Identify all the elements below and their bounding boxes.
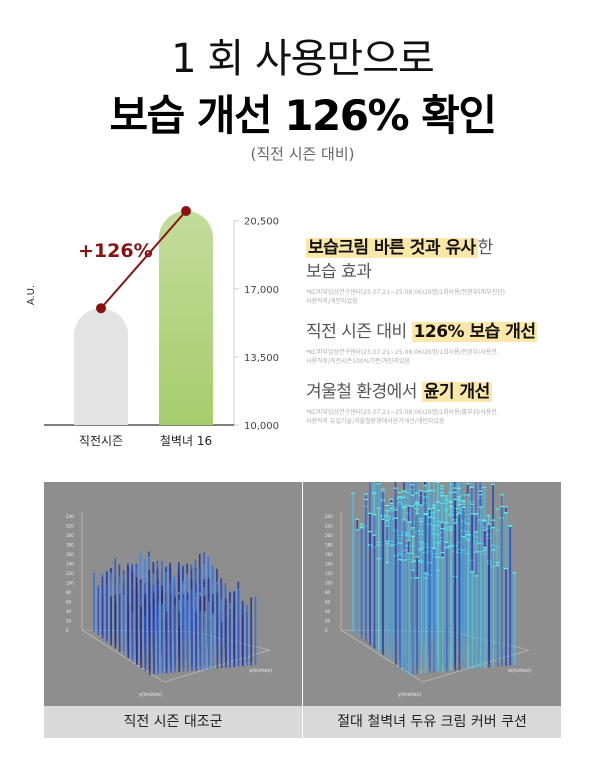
headline-subtitle: (직전 시즌 대비): [250, 145, 355, 163]
z-tick-2: 40: [325, 609, 331, 614]
z-tick-5: 100: [66, 581, 74, 586]
z-tick-8: 160: [66, 552, 74, 557]
surface-plot-control-graphic: 0 20 40 60 80 100 120 140 160 180 200 220 240 x(inche…: [66, 512, 272, 698]
bar-1: [159, 211, 213, 425]
z-tick-12: 240: [325, 514, 333, 519]
plot-frame-side: [193, 631, 271, 651]
claim-2-prefix: 직전 시즌 대비: [306, 322, 412, 342]
z-tick-4: 80: [325, 590, 331, 595]
claim-1-footnote-1: *KC피부임상연구센터(25.07.21~25.08.06)20명/1회사용/전…: [306, 289, 505, 296]
claim-3-footnote-2: 사용직후 유일기술/겨울철환경에서윤기개선/개인차있음: [306, 418, 445, 425]
z-tick-10: 200: [325, 533, 333, 538]
claim-2-highlight: 126% 보습 개선: [411, 322, 538, 342]
y-tick-label-3: 20,500: [244, 217, 279, 228]
claim-1-line2: 보습 효과: [306, 262, 372, 282]
claim-1: 보습크림 바른 것과 유사 한 보습 효과 *KC피부임상연구센터(25.07.2…: [306, 236, 596, 306]
x-tick-label-0: 직전시즌: [79, 434, 123, 448]
z-tick-0: 0: [66, 628, 69, 633]
z-tick-10: 200: [66, 533, 74, 538]
z-tick-9: 180: [66, 543, 74, 548]
x-axis-label: x(inches): [508, 668, 531, 674]
y-axis-label: y(inches): [398, 692, 421, 698]
z-tick-7: 140: [325, 562, 333, 567]
claim-3-highlight: 윤기 개선: [421, 382, 492, 402]
z-tick-5: 100: [325, 581, 333, 586]
moisture-bar-chart: 10,000 13,500 17,000 20,500 A.U. 직전시즌 철벽녀 16 +1…: [26, 206, 279, 448]
z-tick-3: 60: [66, 600, 72, 605]
headline-line1: 1 회 사용만으로: [171, 36, 435, 82]
headline-line2: 보습 개선 126% 확인: [109, 91, 497, 140]
y-axis-title: A.U.: [26, 285, 37, 305]
z-tick-6: 120: [325, 571, 333, 576]
z-tick-1: 20: [66, 619, 72, 624]
bar-0: [74, 308, 128, 425]
claim-3-prefix: 겨울철 환경에서: [306, 382, 422, 402]
z-tick-1: 20: [325, 619, 331, 624]
z-tick-0: 0: [325, 628, 328, 633]
y-tick-label-1: 13,500: [244, 353, 279, 364]
claim-2-footnote-1: *KC피부임상연구센터(25.07.21~25.08.06)20명/1회사용/전…: [306, 349, 499, 356]
z-tick-7: 140: [66, 562, 74, 567]
z-tick-6: 120: [66, 571, 74, 576]
x-axis-label: x(inches): [249, 668, 272, 674]
claim-3: 겨울철 환경에서 윤기 개선 *KC피부임상연구센터(25.07.21~25.0…: [306, 380, 596, 426]
y-tick-label-0: 10,000: [244, 421, 279, 432]
z-tick-9: 180: [325, 543, 333, 548]
surface-plot-product: 0 20 40 60 80 100 120 140 160 180 200 220 240 x(inche…: [303, 482, 561, 738]
claim-1-suffix: 한: [477, 238, 494, 258]
caption-control: 직전 시즌 대조군: [44, 706, 302, 738]
trend-point-1: [181, 206, 191, 216]
trend-point-0: [96, 303, 106, 314]
caption-product: 절대 철벽녀 두유 크림 커버 쿠션: [303, 706, 561, 738]
plot-frame-side: [452, 631, 530, 651]
z-tick-3: 60: [325, 600, 331, 605]
claim-2-footnote-2: 사용직후/직전시즌100%기준/개인차있음: [306, 358, 410, 365]
z-tick-11: 220: [325, 524, 333, 529]
z-tick-8: 160: [325, 552, 333, 557]
surface-plot-product-graphic: 0 20 40 60 80 100 120 140 160 180 200 220 240 x(inche…: [325, 482, 531, 698]
z-tick-4: 80: [66, 590, 72, 595]
annotation-increase: +126%: [78, 240, 153, 262]
y-tick-label-2: 17,000: [244, 285, 279, 296]
claims-list: 보습크림 바른 것과 유사 한 보습 효과 *KC피부임상연구센터(25.07.2…: [306, 236, 596, 440]
y-axis-label: y(inches): [139, 692, 162, 698]
z-tick-12: 240: [66, 514, 74, 519]
trend-line: [100, 210, 187, 309]
claim-1-highlight: 보습크림 바른 것과 유사: [306, 238, 478, 258]
z-tick-11: 220: [66, 524, 74, 529]
surface-plot-control: 0 20 40 60 80 100 120 140 160 180 200 220 240 x(inche…: [44, 482, 302, 738]
claim-1-footnote-2: 사용직후/개인차있음: [306, 298, 358, 305]
x-tick-label-1: 철벽녀 16: [160, 434, 212, 448]
claim-2: 직전 시즌 대비 126% 보습 개선 *KC피부임상연구센터(25.07.21…: [306, 320, 596, 366]
claim-3-footnote-1: *KC피부임상연구센터(25.07.21~25.08.06)20명/1회사용/볼…: [306, 409, 499, 416]
z-tick-2: 40: [66, 609, 72, 614]
